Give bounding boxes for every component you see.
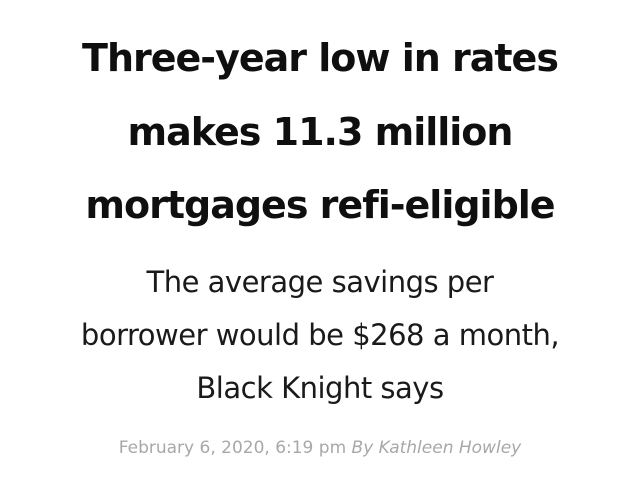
subhead-line: borrower would be $268 a month, [80, 318, 560, 352]
subhead-line: The average savings per [146, 265, 494, 299]
subhead-line: Black Knight says [196, 371, 444, 405]
headline-line: mortgages refi-eligible [85, 183, 555, 227]
byline: February 6, 2020, 6:19 pm By Kathleen Ho… [10, 436, 630, 460]
headline-line: makes 11.3 million [127, 110, 514, 154]
dateline: February 6, 2020, 6:19 pm [118, 438, 347, 458]
author-link[interactable]: By Kathleen Howley [351, 438, 522, 458]
headline-line: Three-year low in rates [82, 36, 559, 80]
